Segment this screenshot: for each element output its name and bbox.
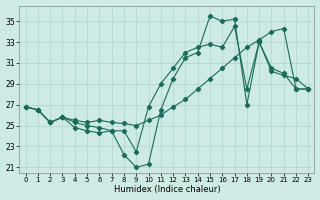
X-axis label: Humidex (Indice chaleur): Humidex (Indice chaleur) xyxy=(114,185,220,194)
